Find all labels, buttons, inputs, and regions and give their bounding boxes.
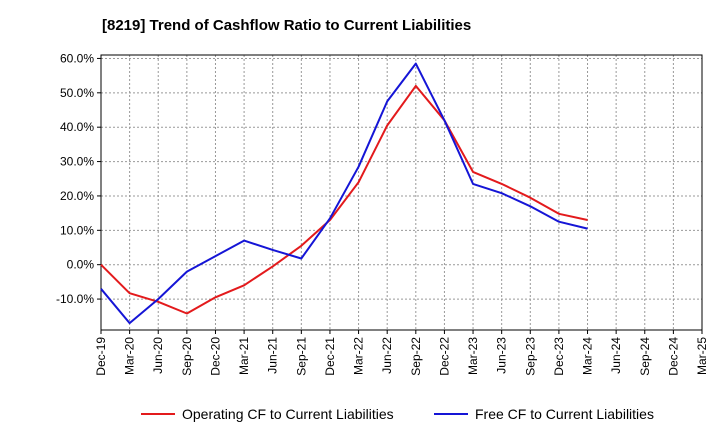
y-tick-label: 50.0% xyxy=(60,86,94,100)
series-line-operating-cf xyxy=(100,84,588,315)
legend: Operating CF to Current Liabilities Free… xyxy=(141,406,654,422)
x-axis-ticks: Dec-19 Mar-20 Jun-20 Sep-20 Dec-20 Mar-21 Jun-… xyxy=(94,330,709,376)
legend-label-free-cf: Free CF to Current Liabilities xyxy=(475,406,654,422)
y-tick-label: 20.0% xyxy=(60,189,94,203)
x-tick-label: Mar-21 xyxy=(237,337,251,375)
x-tick-label: Sep-24 xyxy=(638,337,652,376)
x-tick-label: Mar-25 xyxy=(695,337,709,375)
x-tick-label: Dec-20 xyxy=(208,337,222,376)
y-tick-label: 30.0% xyxy=(60,155,94,169)
y-tick-label: 10.0% xyxy=(60,223,94,237)
y-tick-label: 0.0% xyxy=(67,258,95,272)
x-tick-label: Mar-24 xyxy=(581,337,595,375)
x-tick-label: Sep-23 xyxy=(523,337,537,376)
series-line-free-cf xyxy=(100,62,588,325)
x-tick-label: Jun-23 xyxy=(495,337,509,374)
y-tick-label: 40.0% xyxy=(60,120,94,134)
y-tick-label: -10.0% xyxy=(56,292,94,306)
x-tick-label: Jun-21 xyxy=(266,337,280,374)
y-axis-ticks: 60.0% 50.0% 40.0% 30.0% 20.0% 10.0% 0.0% -10.0% xyxy=(56,51,101,306)
x-tick-label: Mar-23 xyxy=(466,337,480,375)
x-tick-label: Sep-22 xyxy=(409,337,423,376)
y-tick-label: 60.0% xyxy=(60,51,94,65)
x-tick-label: Sep-21 xyxy=(294,337,308,376)
x-tick-label: Sep-20 xyxy=(180,337,194,376)
grid-lines xyxy=(101,55,702,330)
x-tick-label: Dec-22 xyxy=(437,337,451,376)
x-tick-label: Dec-24 xyxy=(666,337,680,376)
x-tick-label: Dec-21 xyxy=(323,337,337,376)
series-lines xyxy=(100,62,588,325)
x-tick-label: Jun-22 xyxy=(380,337,394,374)
chart-title: [8219] Trend of Cashflow Ratio to Curren… xyxy=(102,17,471,34)
plot-frame xyxy=(100,54,703,331)
x-tick-label: Jun-20 xyxy=(151,337,165,374)
x-tick-label: Dec-19 xyxy=(94,337,108,376)
legend-label-operating-cf: Operating CF to Current Liabilities xyxy=(182,406,394,422)
x-tick-label: Mar-22 xyxy=(352,337,366,375)
x-tick-label: Dec-23 xyxy=(552,337,566,376)
x-tick-label: Mar-20 xyxy=(123,337,137,375)
x-tick-label: Jun-24 xyxy=(609,337,623,374)
